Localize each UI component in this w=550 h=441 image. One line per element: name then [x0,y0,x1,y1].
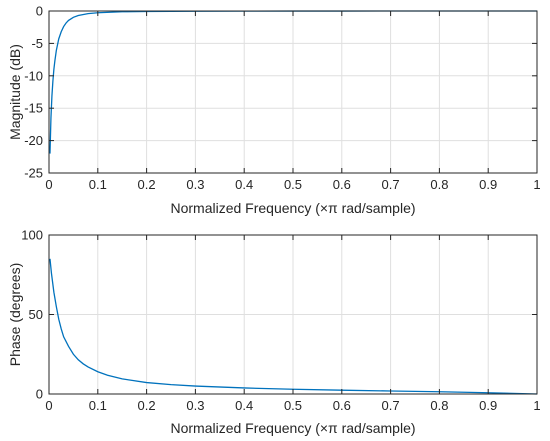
phase-y-tick-label: 100 [21,228,43,243]
magnitude-x-tick-label: 1 [533,177,540,192]
magnitude-y-tick-label: -15 [24,101,43,116]
magnitude-x-tick-label: 0 [45,177,52,192]
phase-x-axis-label: Normalized Frequency (×π rad/sample) [170,420,415,436]
phase-x-tick-label: 0.7 [382,398,400,413]
magnitude-x-tick-label: 0.1 [89,177,107,192]
magnitude-y-tick-label: -20 [24,133,43,148]
magnitude-y-axis-label: Magnitude (dB) [7,44,23,140]
phase-x-tick-label: 1 [533,398,540,413]
magnitude-x-tick-label: 0.4 [235,177,253,192]
magnitude-x-tick-label: 0.7 [382,177,400,192]
phase-x-tick-label: 0.5 [284,398,302,413]
phase-x-tick-label: 0.9 [479,398,497,413]
phase-x-tick-label: 0.2 [138,398,156,413]
magnitude-plot: 0 0.1 0.2 0.3 0.4 0.5 0.6 0.7 0.8 0.9 1 -25 -20 -15 -1… [7,4,541,217]
phase-plot: 0 0.1 0.2 0.3 0.4 0.5 0.6 0.7 0.8 0.9 1 0 50 100 Norma… [7,228,541,437]
magnitude-y-tick-label: -5 [31,36,43,51]
phase-x-tick-label: 0.8 [430,398,448,413]
phase-x-tick-label: 0.3 [186,398,204,413]
magnitude-x-axis-label: Normalized Frequency (×π rad/sample) [170,200,415,216]
magnitude-x-tick-label: 0.3 [186,177,204,192]
magnitude-x-tick-label: 0.2 [138,177,156,192]
phase-y-tick-label: 50 [29,307,43,322]
magnitude-y-tick-label: -10 [24,68,43,83]
phase-y-tick-label: 0 [36,387,43,402]
magnitude-y-tick-label: -25 [24,166,43,181]
magnitude-x-tick-label: 0.8 [430,177,448,192]
magnitude-x-tick-label: 0.6 [333,177,351,192]
magnitude-y-tick-label: 0 [36,4,43,19]
phase-y-axis-label: Phase (degrees) [7,263,23,367]
phase-x-tick-label: 0.1 [89,398,107,413]
phase-x-tick-label: 0.4 [235,398,253,413]
magnitude-x-tick-label: 0.5 [284,177,302,192]
phase-x-tick-label: 0.6 [333,398,351,413]
magnitude-x-tick-label: 0.9 [479,177,497,192]
phase-x-tick-label: 0 [45,398,52,413]
